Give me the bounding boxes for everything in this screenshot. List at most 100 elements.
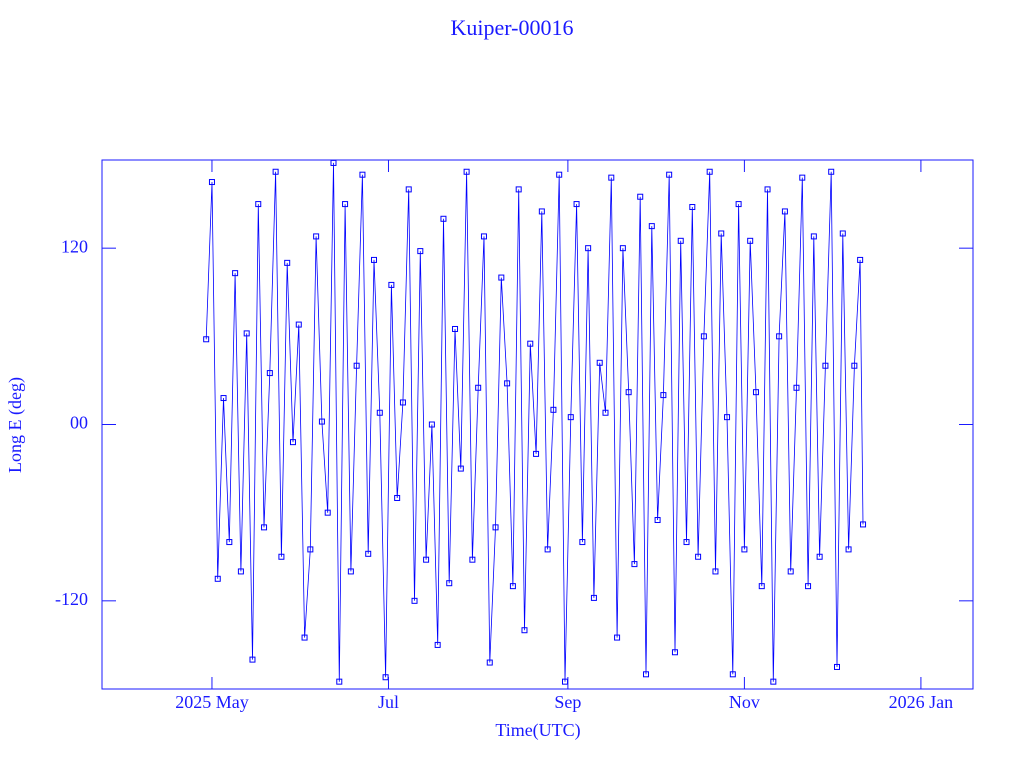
data-point: [220, 395, 227, 402]
data-point: [833, 663, 840, 670]
y-tick-label: -120: [55, 589, 88, 609]
data-point: [608, 174, 615, 181]
data-point: [724, 414, 731, 421]
data-point: [585, 245, 592, 252]
data-point: [683, 539, 690, 546]
data-point: [567, 414, 574, 421]
data-point: [851, 362, 858, 369]
data-point: [648, 223, 655, 230]
data-point: [718, 230, 725, 237]
data-point: [515, 186, 522, 193]
data-point: [237, 568, 244, 575]
data-point: [504, 380, 511, 387]
data-point: [758, 583, 765, 590]
data-point: [457, 465, 464, 472]
data-point: [446, 580, 453, 587]
data-point: [787, 568, 794, 575]
data-point: [735, 201, 742, 208]
data-point: [428, 421, 435, 428]
data-point: [307, 546, 314, 553]
data-point: [839, 230, 846, 237]
data-point: [498, 274, 505, 281]
data-point: [741, 546, 748, 553]
data-point: [860, 521, 867, 528]
data-point: [706, 168, 713, 175]
data-point: [590, 594, 597, 601]
data-point: [359, 171, 366, 178]
data-point: [289, 439, 296, 446]
data-point: [700, 333, 707, 340]
data-point: [399, 399, 406, 406]
data-point: [764, 186, 771, 193]
data-point: [747, 237, 754, 244]
data-point: [527, 340, 534, 347]
data-point: [857, 256, 864, 263]
data-point: [799, 174, 806, 181]
data-point: [596, 359, 603, 366]
y-tick-label: 00: [70, 413, 88, 433]
data-point: [405, 186, 412, 193]
data-point: [677, 237, 684, 244]
data-point: [480, 233, 487, 240]
data-point: [533, 450, 540, 457]
data-point: [232, 270, 239, 277]
y-tick-label: 120: [61, 236, 88, 256]
data-point: [770, 678, 777, 685]
data-point: [434, 641, 441, 648]
data-point: [573, 201, 580, 208]
data-point: [388, 281, 395, 288]
x-axis-label: Time(UTC): [495, 720, 580, 741]
data-point: [272, 168, 279, 175]
data-point: [208, 179, 215, 186]
data-point: [614, 634, 621, 641]
x-tick-label: Nov: [729, 692, 760, 712]
data-point: [318, 418, 325, 425]
data-point: [509, 583, 516, 590]
data-point: [255, 201, 262, 208]
data-point: [284, 259, 291, 266]
x-tick-label: Jul: [378, 692, 399, 712]
data-point: [637, 193, 644, 200]
x-tick-label: Sep: [554, 692, 581, 712]
data-point: [492, 524, 499, 531]
data-point: [376, 409, 383, 416]
data-point: [671, 649, 678, 656]
data-point: [631, 561, 638, 568]
data-point: [417, 248, 424, 255]
data-point: [619, 245, 626, 252]
data-point: [463, 168, 470, 175]
data-point: [752, 389, 759, 396]
data-point: [371, 256, 378, 263]
data-point: [301, 634, 308, 641]
data-point: [313, 233, 320, 240]
data-point: [643, 671, 650, 678]
data-point: [602, 409, 609, 416]
data-point: [828, 168, 835, 175]
data-point: [538, 208, 545, 215]
data-point: [336, 678, 343, 685]
data-point: [579, 539, 586, 546]
data-point: [249, 656, 256, 663]
data-point: [342, 201, 349, 208]
data-point: [810, 233, 817, 240]
data-point: [475, 384, 482, 391]
data-point: [243, 330, 250, 337]
data-point: [654, 517, 661, 524]
x-tick-label: 2025 May: [175, 692, 249, 712]
y-axis-label: Long E (deg): [5, 377, 26, 473]
data-point: [203, 336, 210, 343]
data-point: [411, 597, 418, 604]
data-point: [214, 575, 221, 582]
data-point: [521, 627, 528, 634]
data-point: [295, 321, 302, 328]
data-point: [695, 553, 702, 560]
data-point: [394, 494, 401, 501]
data-point: [261, 524, 268, 531]
data-point: [423, 556, 430, 563]
data-line: [205, 162, 864, 682]
data-point: [544, 546, 551, 553]
data-point: [324, 509, 331, 516]
data-point: [712, 568, 719, 575]
data-point: [845, 546, 852, 553]
